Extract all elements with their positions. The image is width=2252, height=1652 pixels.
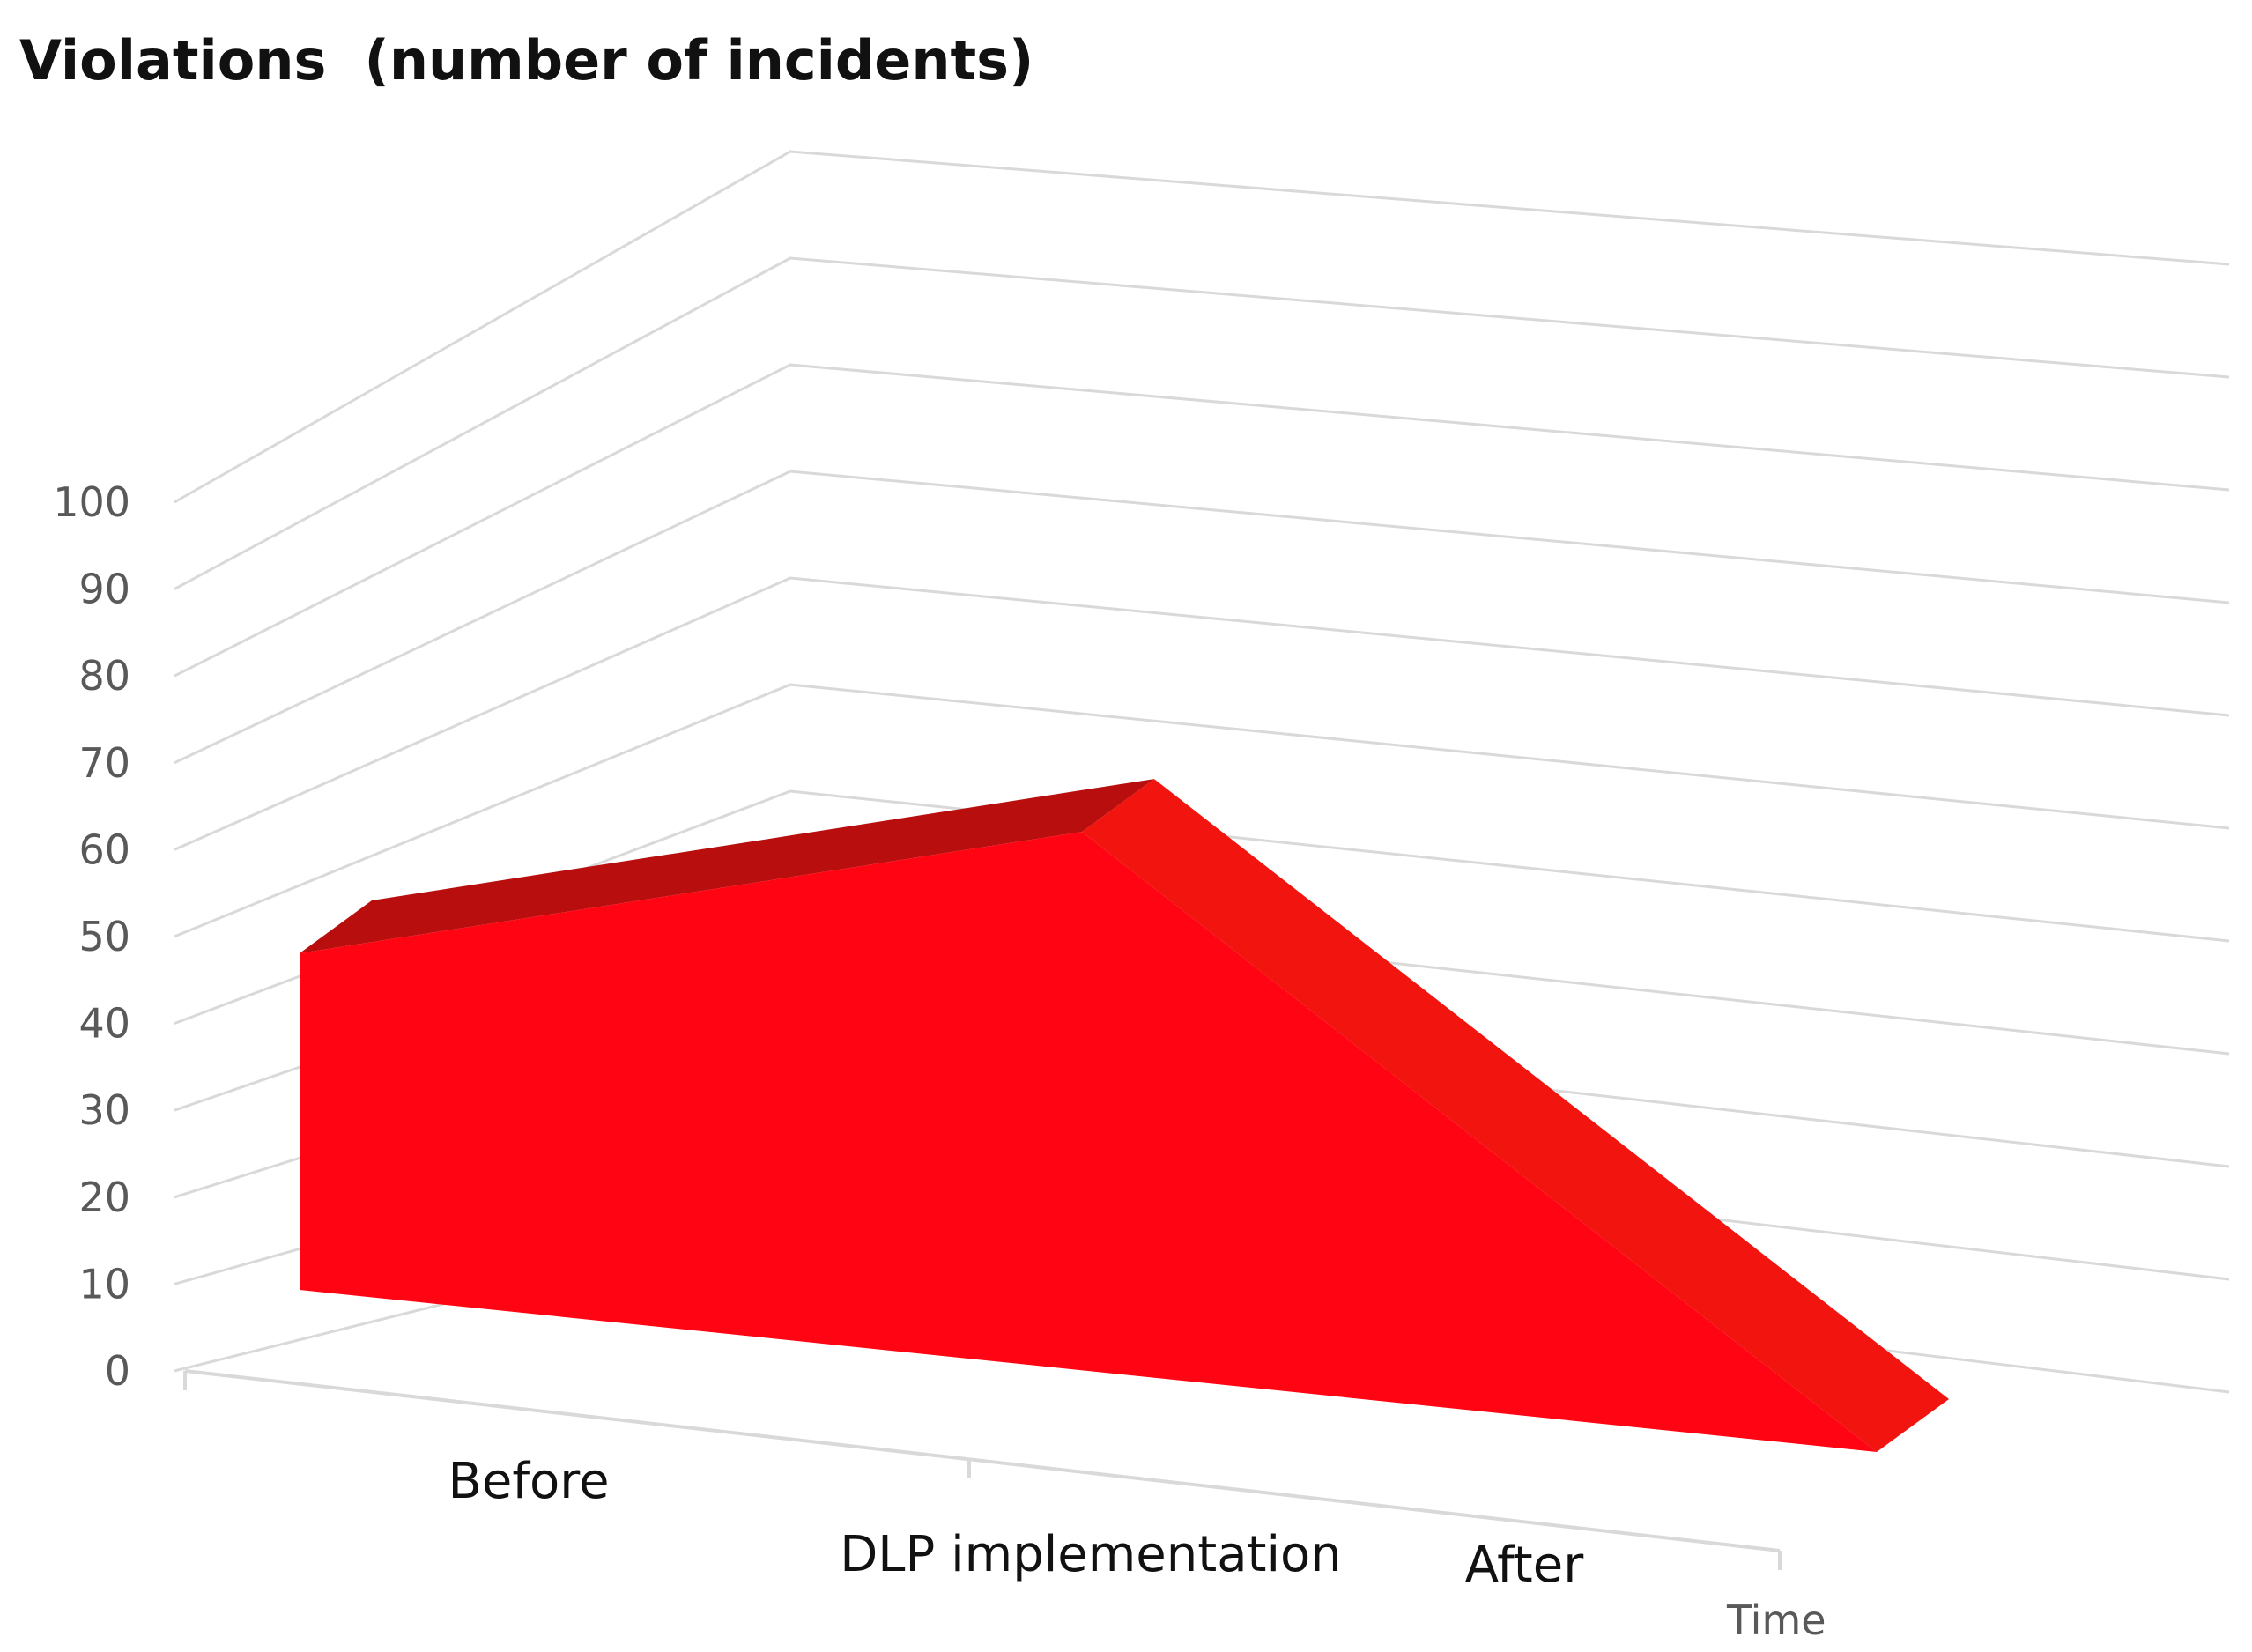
y-tick-label: 0 [105, 1347, 130, 1395]
chart-title: Violations (number of incidents) [19, 28, 1033, 93]
gridline-70 [174, 470, 2230, 765]
gridline-80 [174, 363, 2230, 678]
category-label: After [1465, 1537, 1584, 1594]
y-tick-label: 80 [78, 652, 130, 700]
area-top-face-after [1082, 779, 1949, 1452]
category-label: Before [448, 1453, 609, 1510]
floor-front-edge [184, 1369, 1781, 1552]
category-label: DLP implementation [840, 1526, 1342, 1583]
gridline-50 [174, 683, 2230, 938]
y-tick-label: 30 [78, 1086, 130, 1134]
gridline-90 [174, 256, 2230, 590]
area-front-face [300, 832, 1877, 1452]
y-tick-label: 20 [78, 1174, 130, 1221]
y-tick-label: 50 [78, 913, 130, 960]
floor [183, 1369, 1782, 1570]
area-top-face-before [300, 779, 1154, 953]
area-series [300, 779, 1949, 1452]
y-tick-label: 60 [78, 826, 130, 873]
y-tick-label: 70 [78, 739, 130, 787]
y-tick-label: 10 [78, 1260, 130, 1308]
gridline-60 [174, 576, 2230, 851]
gridline-100 [174, 150, 2230, 504]
x-axis-title: Time [1726, 1596, 1826, 1644]
x-axis-categories: Before DLP implementation After [448, 1453, 1584, 1594]
y-tick-label: 40 [78, 1000, 130, 1048]
y-tick-label: 90 [78, 566, 130, 613]
y-tick-label: 100 [53, 478, 130, 526]
y-axis-ticks: 0 10 20 30 40 50 60 70 80 90 100 [53, 478, 130, 1395]
